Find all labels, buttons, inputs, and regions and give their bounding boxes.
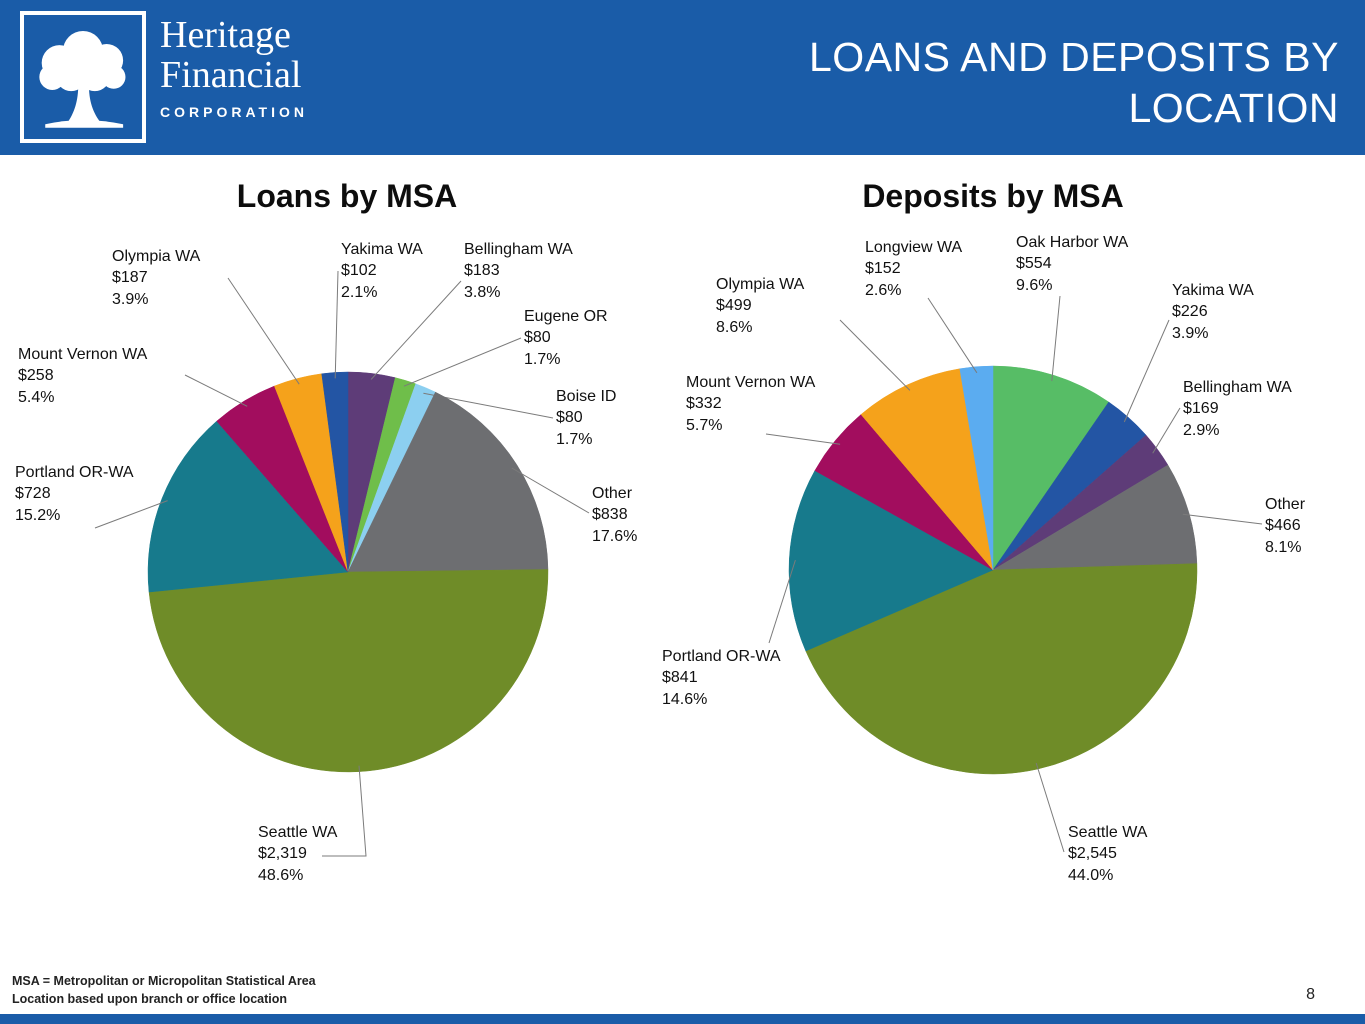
- leader-line-deposits-by-msa-oak-harbor-wa: [1051, 295, 1061, 382]
- pie-slice-loans-by-msa-other: [347, 391, 549, 573]
- chart-title-deposits: Deposits by MSA: [862, 178, 1124, 214]
- pie-slice-deposits-by-msa-seattle-wa: [805, 563, 1198, 775]
- footnote: MSA = Metropolitan or Micropolitan Stati…: [12, 973, 316, 1008]
- pie-slice-deposits-by-msa-olympia-wa: [860, 368, 994, 571]
- page-number: 8: [1306, 986, 1315, 1003]
- slide-title: LOANS AND DEPOSITS BY LOCATION: [809, 32, 1339, 134]
- leader-line-loans-by-msa-bellingham-wa: [370, 280, 462, 380]
- pie-slice-loans-by-msa-seattle-wa: [148, 569, 549, 773]
- company-logo: [20, 11, 146, 143]
- leader-line-loans-by-msa-portland-or-wa: [94, 500, 168, 529]
- leader-line-loans-by-msa-other: [511, 467, 590, 514]
- pie-slice-deposits-by-msa-longview-wa: [959, 365, 994, 571]
- leader-line-loans-by-msa-mount-vernon-wa: [184, 374, 248, 407]
- logo-corporation-label: CORPORATION: [160, 104, 308, 121]
- slide-title-line1: LOANS AND DEPOSITS BY: [809, 34, 1339, 80]
- pie-slice-deposits-by-msa-other: [992, 464, 1198, 571]
- leader-line-loans-by-msa-olympia-wa: [227, 277, 300, 385]
- chart-title-loans: Loans by MSA: [236, 178, 458, 214]
- leader-line-deposits-by-msa-seattle-wa: [1035, 762, 1065, 853]
- footnote-line1: MSA = Metropolitan or Micropolitan Stati…: [12, 974, 316, 988]
- leader-line-deposits-by-msa-bellingham-wa: [1152, 407, 1181, 454]
- logo-name-line2: Financial: [160, 53, 302, 96]
- pie-slice-deposits-by-msa-oak-harbor-wa: [992, 365, 1110, 571]
- footnote-line2: Location based upon branch or office loc…: [12, 991, 288, 1006]
- slide-title-line2: LOCATION: [1128, 84, 1339, 131]
- logo-name-line1: Heritage: [160, 14, 291, 56]
- header-banner: Heritage Financial CORPORATION LOANS AND…: [0, 0, 1365, 155]
- pie-slice-deposits-by-msa-portland-or-wa: [788, 470, 994, 652]
- leader-line-loans-by-msa-eugene-or: [403, 337, 522, 387]
- leader-line-deposits-by-msa-yakima-wa: [1123, 319, 1170, 423]
- bottom-bar: [0, 1014, 1365, 1024]
- pie-slice-loans-by-msa-portland-or-wa: [147, 420, 349, 593]
- leader-line-loans-by-msa-yakima-wa: [334, 270, 339, 379]
- leader-line-loans-by-msa-seattle-wa: [322, 765, 367, 857]
- pie-slice-loans-by-msa-yakima-wa: [321, 371, 349, 573]
- leader-line-deposits-by-msa-longview-wa: [927, 297, 978, 374]
- leader-line-deposits-by-msa-portland-or-wa: [768, 559, 796, 644]
- logo-wordmark: Heritage Financial CORPORATION: [160, 14, 308, 121]
- leader-line-deposits-by-msa-olympia-wa: [839, 319, 911, 391]
- leader-line-deposits-by-msa-mount-vernon-wa: [765, 433, 841, 445]
- tree-icon: [39, 30, 126, 128]
- leader-line-deposits-by-msa-other: [1182, 513, 1263, 525]
